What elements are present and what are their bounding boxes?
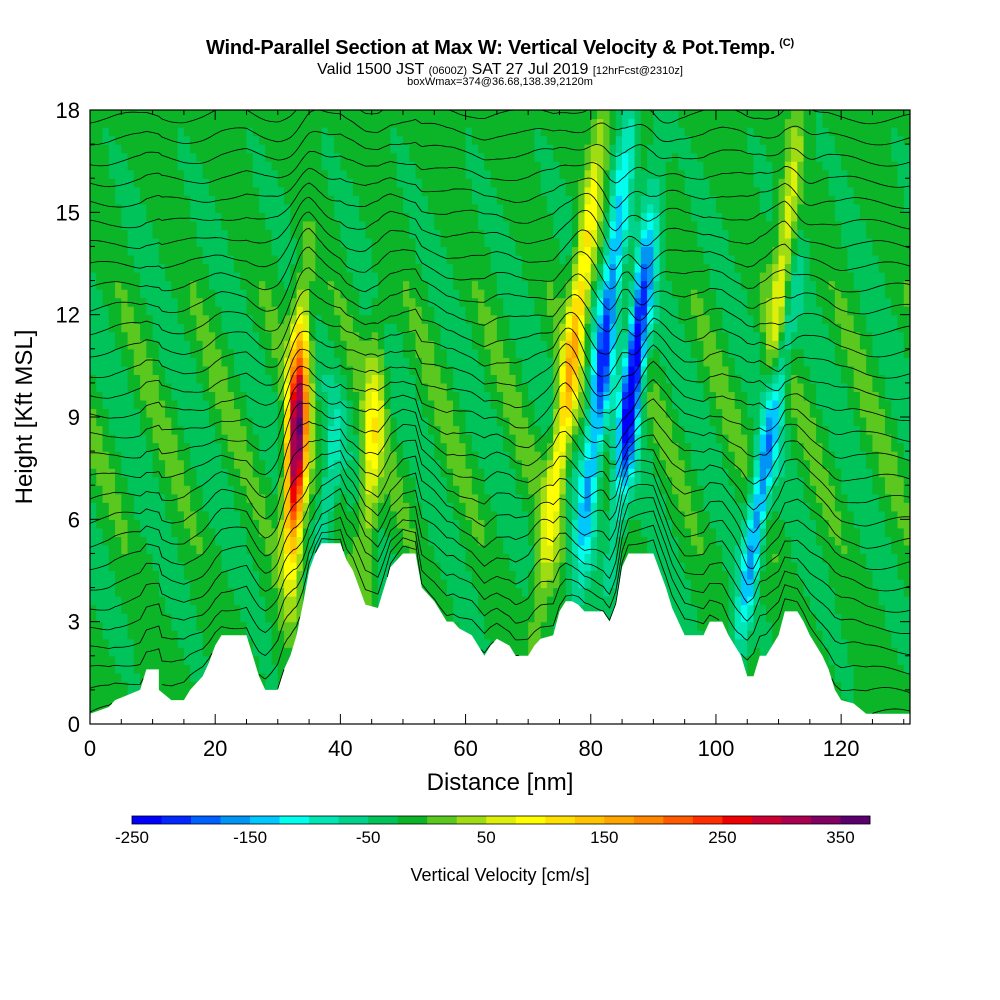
x-tick-label: 80: [579, 736, 603, 761]
colorbar: -250 -150 -50 50 150 250 350: [115, 815, 871, 847]
y-tick-label: 18: [56, 98, 80, 123]
colorbar-tick-label: -50: [356, 828, 381, 847]
colorbar-swatch: [663, 816, 694, 824]
chart-subtitle: Valid 1500 JST (0600Z) SAT 27 Jul 2019 […: [0, 61, 1000, 79]
colorbar-swatch: [368, 816, 399, 824]
x-axis-label: Distance [nm]: [427, 769, 574, 796]
colorbar-tick-label: -250: [115, 828, 149, 847]
title-main: Wind-Parallel Section at Max W: Vertical…: [206, 37, 776, 59]
x-tick-label: 20: [203, 736, 227, 761]
y-axis-label: Height [Kft MSL]: [11, 330, 38, 505]
colorbar-frame: [131, 815, 871, 825]
box-max-info: boxWmax=374@36.68,138.39,2120m: [407, 76, 593, 88]
colorbar-swatch: [781, 816, 812, 824]
colorbar-title: Vertical Velocity [cm/s]: [410, 865, 589, 885]
colorbar-swatch: [545, 816, 576, 824]
chart-title: Wind-Parallel Section at Max W: Vertical…: [0, 37, 1000, 60]
valid-prefix: Valid 1500 JST: [317, 61, 425, 78]
colorbar-swatch: [132, 816, 162, 824]
x-tick-label: 60: [453, 736, 477, 761]
colorbar-swatch: [250, 816, 280, 824]
y-axis: 0 3 6 9 12 15 18: [56, 98, 910, 737]
colorbar-swatch: [309, 816, 340, 824]
colorbar-swatch: [515, 816, 546, 824]
colorbar-swatch: [191, 816, 221, 824]
colorbar-swatch: [427, 816, 458, 824]
y-tick-label: 6: [68, 507, 80, 532]
y-tick-label: 12: [56, 303, 80, 328]
y-tick-label: 3: [68, 610, 80, 635]
colorbar-swatch: [751, 816, 782, 824]
colorbar-tick-label: 50: [477, 828, 496, 847]
colorbar-swatch: [604, 816, 635, 824]
colorbar-tick-label: 250: [708, 828, 736, 847]
y-tick-label: 0: [68, 712, 80, 737]
colorbar-swatch: [486, 816, 517, 824]
y-tick-label: 9: [68, 405, 80, 430]
colorbar-tick-label: -150: [233, 828, 267, 847]
colorbar-swatch: [279, 816, 310, 824]
colorbar-swatch: [397, 816, 428, 824]
colorbar-swatch: [633, 816, 664, 824]
colorbar-tick-label: 150: [590, 828, 618, 847]
title-copyright: (C): [779, 37, 794, 50]
colorbar-swatch: [692, 816, 723, 824]
colorbar-swatch: [161, 816, 192, 824]
colorbar-tick-label: 350: [826, 828, 854, 847]
valid-utc: (0600Z): [428, 65, 468, 77]
colorbar-swatch: [840, 816, 871, 824]
x-tick-label: 120: [823, 736, 860, 761]
theta-contours: [90, 110, 910, 714]
y-tick-label: 15: [56, 200, 80, 225]
x-tick-label: 40: [328, 736, 352, 761]
velocity-field: [90, 110, 910, 724]
forecast-info: [12hrFcst@2310z]: [592, 65, 683, 77]
x-tick-label: 0: [84, 736, 96, 761]
terrain-mask: [90, 543, 910, 724]
colorbar-swatch: [722, 816, 753, 824]
colorbar-swatch: [574, 816, 605, 824]
valid-date: SAT 27 Jul 2019: [471, 61, 589, 78]
x-tick-label: 100: [698, 736, 735, 761]
colorbar-swatch: [220, 816, 251, 824]
colorbar-swatch: [456, 816, 487, 824]
colorbar-swatch: [810, 816, 841, 824]
colorbar-swatch: [338, 816, 369, 824]
x-axis: 0 20 40 60 80 100 120: [84, 110, 905, 761]
